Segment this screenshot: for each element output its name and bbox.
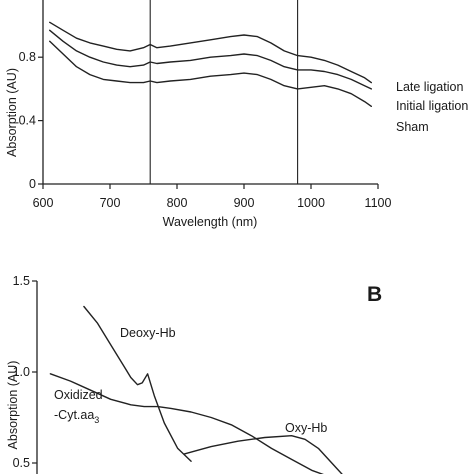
legend-initial-ligation: Initial ligation [396, 99, 468, 113]
curve-deoxy-hb [83, 305, 192, 462]
panel-b-y-tick-label: 1.5 [13, 274, 30, 288]
panel-a-y-tick-label: 0.4 [19, 114, 36, 128]
curve-late-ligation [49, 21, 372, 84]
panel-a-y-tick-label: 0 [29, 177, 36, 191]
panel-a-y-axis-label: Absorption (AU) [5, 68, 19, 157]
panel-a-curves [49, 21, 372, 108]
panel-b-y-axis-label: Absorption (AU) [6, 361, 20, 450]
panel-a-x-tick-label: 700 [100, 196, 121, 210]
panel-a-wavelength-markers [149, 0, 299, 184]
panel-a-x-tick-label: 800 [167, 196, 188, 210]
label-oxidized-line1: Oxidized [54, 388, 103, 402]
panel-b-letter: B [367, 283, 382, 306]
panel-a-x-tick-label: 900 [234, 196, 255, 210]
panel-a-x-tick-label: 1100 [365, 196, 392, 210]
panel-b: 0.5 1.0 1.5 B Absorption (AU) Deoxy-Hb Oxi… [6, 274, 382, 474]
label-oxy-hb: Oxy-Hb [285, 421, 327, 435]
label-oxidized-subscript: 3 [94, 415, 99, 425]
panel-a: 600 700 800 900 1000 1100 0 0.4 0.8 Absorption (… [5, 0, 468, 229]
panel-b-y-tick-label: 0.5 [13, 456, 30, 470]
label-deoxy-hb: Deoxy-Hb [120, 326, 176, 340]
panel-a-y-tick-label: 0.8 [19, 50, 36, 64]
curve-sham [49, 40, 372, 108]
curve-oxy-hb [183, 435, 343, 474]
panel-a-ticks: 600 700 800 900 1000 1100 0 0.4 0.8 [19, 50, 392, 210]
legend-late-ligation: Late ligation [396, 80, 463, 94]
panel-b-ticks: 0.5 1.0 1.5 [13, 274, 37, 470]
curve-initial-ligation [49, 29, 372, 90]
panel-b-y-tick-label: 1.0 [13, 365, 30, 379]
panel-a-x-axis-label: Wavelength (nm) [163, 215, 258, 229]
panel-a-x-tick-label: 600 [33, 196, 54, 210]
label-oxidized-line2: -Cyt.aa3 [54, 408, 99, 425]
legend-sham: Sham [396, 120, 429, 134]
label-oxidized-cyt: -Cyt.aa [54, 408, 94, 422]
panel-a-x-tick-label: 1000 [297, 196, 325, 210]
curve-oxidized-cyt-aa3 [49, 373, 324, 474]
panel-b-curves [49, 305, 343, 474]
